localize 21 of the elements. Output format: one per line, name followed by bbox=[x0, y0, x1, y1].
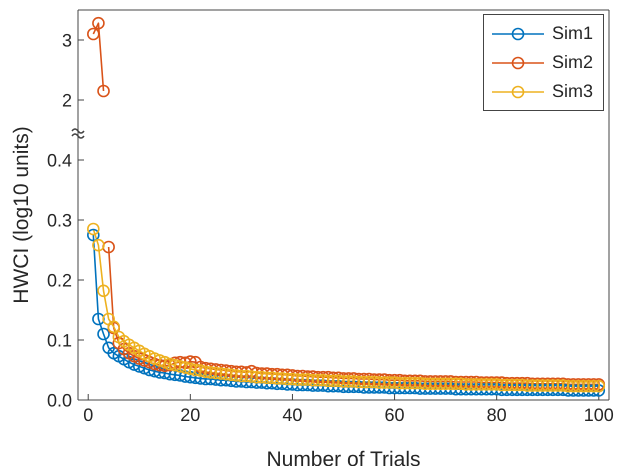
legend-label: Sim2 bbox=[552, 52, 593, 73]
y-tick-label: 0.3 bbox=[46, 210, 72, 230]
x-tick-label: 60 bbox=[384, 404, 405, 425]
x-tick-label: 40 bbox=[282, 404, 302, 425]
y-tick-label: 0.1 bbox=[46, 330, 72, 350]
x-axis-title: Number of Trials bbox=[266, 448, 421, 466]
y-tick-label: 0.0 bbox=[46, 390, 72, 410]
point bbox=[87, 28, 100, 40]
point bbox=[92, 16, 105, 30]
legend-label: Sim3 bbox=[552, 81, 593, 102]
y-tick-label: 0.4 bbox=[46, 150, 72, 170]
x-tick-label: 0 bbox=[83, 404, 94, 425]
legend-label: Sim1 bbox=[552, 23, 593, 44]
x-tick-label: 20 bbox=[180, 404, 200, 425]
y-axis-title: HWCI (log10 units) bbox=[10, 126, 33, 304]
x-tick-label: 80 bbox=[486, 404, 507, 425]
point bbox=[97, 84, 110, 98]
y-tick-label: 0.2 bbox=[46, 270, 72, 290]
x-tick-label: 100 bbox=[584, 404, 614, 425]
y-tick-label: 2 bbox=[62, 90, 72, 110]
y-tick-label: 3 bbox=[62, 30, 72, 50]
